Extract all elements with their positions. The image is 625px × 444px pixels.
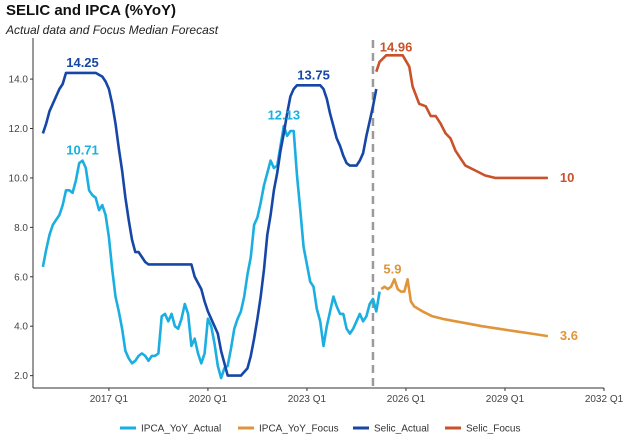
x-tick-label: 2032 Q1 (585, 394, 624, 405)
x-tick-label: 2023 Q1 (288, 394, 327, 405)
data-label: 5.9 (383, 261, 401, 276)
y-tick-label: 10.0 (9, 173, 29, 184)
chart-title: SELIC and IPCA (%YoY) (6, 2, 177, 19)
legend-label: IPCA_YoY_Focus (259, 424, 339, 435)
data-label: 10.71 (66, 142, 99, 157)
series-line-selic-actual (41, 71, 378, 377)
data-label: 14.96 (380, 39, 413, 54)
legend-label: Selic_Focus (466, 424, 520, 435)
series-line-ipca-yoy-focus (380, 278, 549, 338)
y-tick-label: 8.0 (14, 223, 28, 234)
y-tick-label: 12.0 (9, 124, 29, 135)
x-tick-label: 2029 Q1 (486, 394, 525, 405)
legend-label: Selic_Actual (374, 424, 429, 435)
x-tick-label: 2020 Q1 (189, 394, 228, 405)
y-tick-label: 4.0 (14, 322, 28, 333)
x-tick-label: 2017 Q1 (90, 394, 129, 405)
x-tick-label: 2026 Q1 (387, 394, 426, 405)
y-tick-label: 2.0 (14, 371, 28, 382)
data-label: 3.6 (560, 328, 578, 343)
y-tick-label: 6.0 (14, 272, 28, 283)
data-label: 13.75 (297, 67, 330, 82)
chart-subtitle: Actual data and Focus Median Forecast (6, 23, 219, 37)
series-line-selic-focus (375, 54, 548, 180)
data-label: 10 (560, 170, 574, 185)
data-label: 14.25 (66, 55, 99, 70)
series-line-ipca-yoy-actual (41, 124, 381, 380)
y-tick-label: 14.0 (9, 75, 29, 86)
data-label: 12.13 (268, 107, 301, 122)
legend-label: IPCA_YoY_Actual (141, 424, 221, 435)
